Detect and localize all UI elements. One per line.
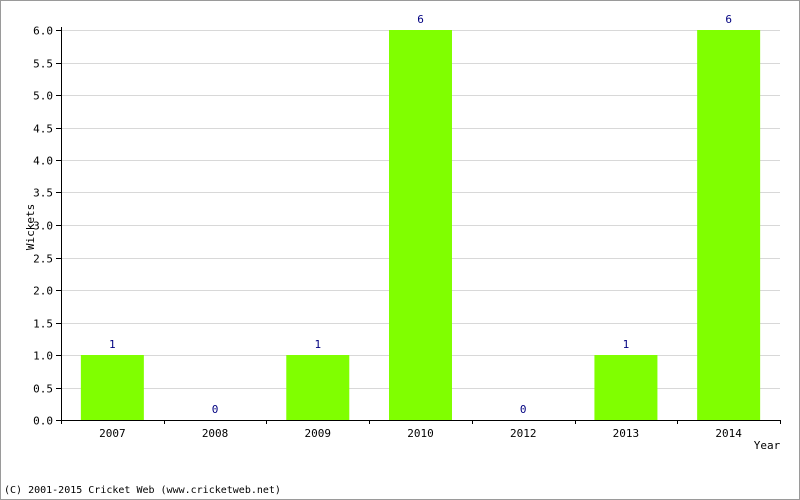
y-axis-label: Wickets (24, 204, 37, 250)
x-tick-label: 2010 (407, 427, 434, 440)
x-tick-label: 2014 (715, 427, 742, 440)
data-label: 6 (417, 13, 424, 26)
y-tick-label: 3.5 (33, 187, 53, 200)
y-tick-label: 2.0 (33, 285, 53, 298)
y-tick-label: 2.5 (33, 253, 53, 266)
data-label: 6 (725, 13, 732, 26)
data-label: 0 (212, 403, 219, 416)
x-tick-label: 2013 (613, 427, 640, 440)
x-tick-label: 2009 (305, 427, 332, 440)
x-axis-label: Year (754, 439, 781, 452)
y-tick-label: 3.0 (33, 220, 53, 233)
x-tick-label: 2008 (202, 427, 229, 440)
bar (389, 30, 452, 420)
y-tick-label: 5.5 (33, 58, 53, 71)
y-tick-label: 6.0 (33, 25, 53, 38)
x-tick-label: 2012 (510, 427, 537, 440)
y-tick-label: 1.0 (33, 350, 53, 363)
x-tick-label: 2007 (99, 427, 126, 440)
y-tick-label: 4.0 (33, 155, 53, 168)
copyright-text: (C) 2001-2015 Cricket Web (www.cricketwe… (4, 485, 281, 496)
data-label: 1 (109, 338, 116, 351)
bars: 1 0 1 6 0 1 6 (80, 13, 761, 420)
y-tick-label: 4.5 (33, 123, 53, 136)
data-label: 1 (314, 338, 321, 351)
bar (697, 30, 761, 420)
data-label: 0 (520, 403, 527, 416)
bar (80, 355, 144, 420)
bar (594, 355, 658, 420)
y-tick-label: 0.0 (33, 415, 53, 428)
bar (286, 355, 350, 420)
data-label: 1 (623, 338, 630, 351)
axes: 0.0 0.5 1.0 1.5 2.0 2.5 3.0 3.5 4.0 4.5 5.0 5.5 6.0 2… (33, 25, 781, 440)
y-tick-label: 1.5 (33, 318, 53, 331)
y-tick-label: 0.5 (33, 383, 53, 396)
y-tick-label: 5.0 (33, 90, 53, 103)
